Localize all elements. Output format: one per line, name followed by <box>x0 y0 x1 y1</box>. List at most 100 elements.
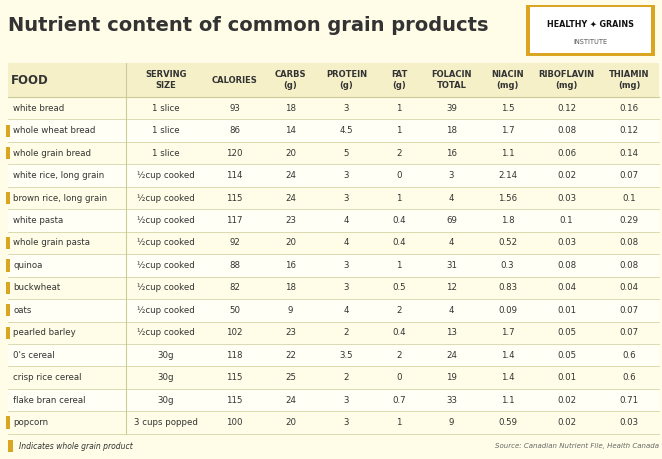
Text: 114: 114 <box>226 171 243 180</box>
Text: 2: 2 <box>397 306 402 315</box>
Text: 1.5: 1.5 <box>500 104 514 113</box>
Text: white rice, long grain: white rice, long grain <box>13 171 105 180</box>
Text: 4: 4 <box>344 306 350 315</box>
Text: 18: 18 <box>285 104 296 113</box>
FancyBboxPatch shape <box>8 277 659 299</box>
Text: 69: 69 <box>446 216 457 225</box>
Text: 22: 22 <box>285 351 296 360</box>
Text: 0.03: 0.03 <box>557 238 576 247</box>
Text: crisp rice cereal: crisp rice cereal <box>13 373 81 382</box>
Text: 0.08: 0.08 <box>620 261 639 270</box>
FancyBboxPatch shape <box>8 254 659 277</box>
Text: 4.5: 4.5 <box>340 126 354 135</box>
Text: 0.04: 0.04 <box>557 283 576 292</box>
Text: CARBS
(g): CARBS (g) <box>275 71 307 90</box>
Text: 1: 1 <box>397 418 402 427</box>
Text: 0.03: 0.03 <box>557 194 576 202</box>
Text: 86: 86 <box>229 126 240 135</box>
Text: 31: 31 <box>446 261 457 270</box>
Text: THIAMIN
(mg): THIAMIN (mg) <box>609 71 649 90</box>
Text: 0.59: 0.59 <box>498 418 517 427</box>
Text: 0.07: 0.07 <box>620 306 639 315</box>
Text: 16: 16 <box>285 261 296 270</box>
Text: 3: 3 <box>344 194 350 202</box>
Text: 0.29: 0.29 <box>620 216 639 225</box>
Text: 20: 20 <box>285 418 296 427</box>
Text: 3: 3 <box>344 418 350 427</box>
Text: 0: 0 <box>397 171 402 180</box>
Text: 23: 23 <box>285 328 296 337</box>
Text: 4: 4 <box>449 194 454 202</box>
Text: 1: 1 <box>397 261 402 270</box>
Text: 4: 4 <box>449 306 454 315</box>
Text: 3: 3 <box>344 104 350 113</box>
Text: 0.02: 0.02 <box>557 171 576 180</box>
FancyBboxPatch shape <box>8 63 659 97</box>
Text: FOOD: FOOD <box>11 74 48 87</box>
FancyBboxPatch shape <box>8 299 659 321</box>
Text: ½cup cooked: ½cup cooked <box>137 261 195 270</box>
FancyBboxPatch shape <box>8 366 659 389</box>
Text: ½cup cooked: ½cup cooked <box>137 171 195 180</box>
Text: 4: 4 <box>344 216 350 225</box>
Text: 1: 1 <box>397 126 402 135</box>
Text: buckwheat: buckwheat <box>13 283 60 292</box>
Text: 0.52: 0.52 <box>498 238 517 247</box>
Text: 9: 9 <box>288 306 293 315</box>
Text: 115: 115 <box>226 396 243 404</box>
Text: 0.09: 0.09 <box>498 306 517 315</box>
Text: popcorn: popcorn <box>13 418 48 427</box>
Text: 9: 9 <box>449 418 454 427</box>
Text: 0.83: 0.83 <box>498 283 517 292</box>
Text: 1.7: 1.7 <box>500 328 514 337</box>
Text: 25: 25 <box>285 373 296 382</box>
FancyBboxPatch shape <box>5 304 10 316</box>
Text: 0.1: 0.1 <box>622 194 636 202</box>
Text: 3: 3 <box>344 396 350 404</box>
Text: 117: 117 <box>226 216 243 225</box>
FancyBboxPatch shape <box>8 344 659 366</box>
Text: 4: 4 <box>449 238 454 247</box>
Text: 20: 20 <box>285 149 296 157</box>
Text: 0.05: 0.05 <box>557 328 576 337</box>
Text: 3: 3 <box>344 283 350 292</box>
Text: oats: oats <box>13 306 32 315</box>
FancyBboxPatch shape <box>8 232 659 254</box>
Text: 1.8: 1.8 <box>500 216 514 225</box>
Text: flake bran cereal: flake bran cereal <box>13 396 86 404</box>
Text: 0's cereal: 0's cereal <box>13 351 55 360</box>
Text: 1.1: 1.1 <box>500 396 514 404</box>
Text: 0: 0 <box>397 373 402 382</box>
FancyBboxPatch shape <box>5 192 10 204</box>
Text: 1: 1 <box>397 194 402 202</box>
Text: 120: 120 <box>226 149 243 157</box>
Text: 115: 115 <box>226 373 243 382</box>
Text: 0.4: 0.4 <box>393 328 406 337</box>
FancyBboxPatch shape <box>8 321 659 344</box>
Text: 30g: 30g <box>158 396 174 404</box>
Text: 1.7: 1.7 <box>500 126 514 135</box>
Text: 0.6: 0.6 <box>622 351 636 360</box>
Text: 50: 50 <box>229 306 240 315</box>
Text: 3 cups popped: 3 cups popped <box>134 418 198 427</box>
Text: 2.14: 2.14 <box>498 171 517 180</box>
FancyBboxPatch shape <box>5 237 10 249</box>
Text: 0.4: 0.4 <box>393 216 406 225</box>
FancyBboxPatch shape <box>8 97 659 119</box>
Text: 0.05: 0.05 <box>557 351 576 360</box>
Text: 88: 88 <box>229 261 240 270</box>
Text: 16: 16 <box>446 149 457 157</box>
FancyBboxPatch shape <box>8 389 659 411</box>
Text: 0.07: 0.07 <box>620 328 639 337</box>
FancyBboxPatch shape <box>8 209 659 232</box>
FancyBboxPatch shape <box>5 416 10 429</box>
Text: quinoa: quinoa <box>13 261 42 270</box>
Text: 0.02: 0.02 <box>557 396 576 404</box>
Text: 0.01: 0.01 <box>557 306 576 315</box>
Text: white pasta: white pasta <box>13 216 64 225</box>
Text: 0.12: 0.12 <box>557 104 576 113</box>
Text: 0.08: 0.08 <box>620 238 639 247</box>
FancyBboxPatch shape <box>526 5 655 56</box>
Text: 4: 4 <box>344 238 350 247</box>
Text: 2: 2 <box>344 328 350 337</box>
